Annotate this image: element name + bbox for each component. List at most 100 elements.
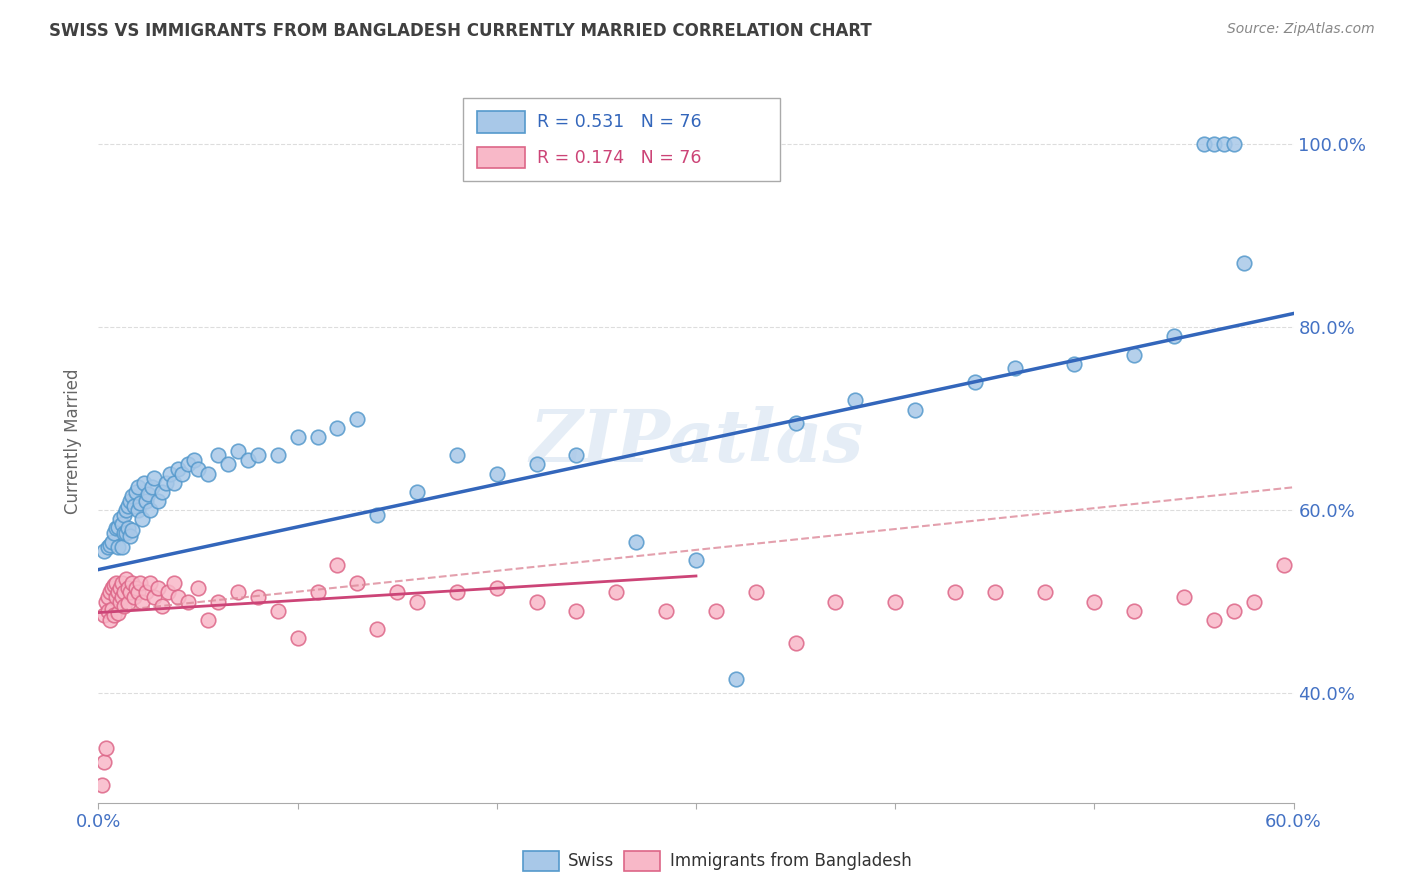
Point (207, 448, 229, 462)
Point (112, 585, 135, 599)
Point (167, 462, 190, 476)
FancyBboxPatch shape (624, 851, 661, 871)
Text: ZIPatlas: ZIPatlas (529, 406, 863, 477)
Point (366, 508, 388, 522)
Point (1243, 594, 1265, 608)
Point (112, 599, 135, 614)
Point (117, 521, 139, 535)
Point (485, 467, 508, 481)
Point (120, 585, 142, 599)
Point (884, 594, 907, 608)
Point (131, 512, 153, 526)
Point (167, 590, 190, 604)
Point (136, 486, 159, 500)
Point (785, 416, 807, 430)
Point (111, 576, 134, 591)
Point (226, 443, 249, 458)
Point (110, 581, 132, 595)
Point (120, 494, 142, 508)
Point (150, 599, 173, 614)
Point (326, 421, 349, 435)
Point (485, 581, 508, 595)
Text: Immigrants from Bangladesh: Immigrants from Bangladesh (669, 853, 911, 871)
Point (125, 484, 148, 499)
Point (111, 590, 134, 604)
Point (366, 622, 388, 636)
Point (98, 538, 122, 552)
Point (236, 453, 259, 467)
Point (1233, 256, 1256, 270)
Point (605, 585, 627, 599)
Point (1063, 357, 1085, 371)
Point (207, 594, 229, 608)
Point (406, 594, 429, 608)
Point (1123, 348, 1146, 362)
Point (1004, 361, 1026, 376)
Point (844, 393, 866, 408)
Point (124, 499, 146, 513)
Point (1212, 137, 1234, 152)
Point (163, 475, 186, 490)
Point (246, 590, 269, 604)
Point (135, 494, 157, 508)
Point (143, 590, 166, 604)
Point (1173, 590, 1195, 604)
Point (155, 475, 177, 490)
Point (385, 585, 409, 599)
Point (125, 581, 148, 595)
Point (121, 576, 143, 591)
Point (97, 590, 120, 604)
Point (96, 594, 118, 608)
Point (103, 526, 125, 541)
Point (139, 503, 162, 517)
Point (1272, 558, 1295, 572)
Point (626, 535, 648, 549)
Point (246, 448, 269, 462)
Point (120, 529, 142, 543)
Point (110, 512, 132, 526)
Point (287, 430, 309, 444)
FancyBboxPatch shape (477, 147, 524, 169)
Point (134, 475, 156, 490)
Point (98, 585, 122, 599)
Point (93, 544, 115, 558)
Point (135, 585, 157, 599)
Point (724, 673, 747, 687)
Point (163, 576, 186, 591)
Point (93, 608, 115, 623)
Point (97, 540, 120, 554)
Point (107, 585, 129, 599)
Point (326, 558, 349, 572)
Point (115, 572, 138, 586)
Point (101, 535, 124, 549)
Point (183, 453, 205, 467)
FancyBboxPatch shape (523, 851, 558, 871)
Point (406, 484, 429, 499)
Point (307, 585, 329, 599)
FancyBboxPatch shape (463, 98, 780, 181)
Point (112, 526, 135, 541)
Point (1223, 137, 1246, 152)
Point (267, 448, 290, 462)
Point (1163, 329, 1185, 343)
Point (121, 490, 143, 504)
Point (1223, 604, 1246, 618)
Point (124, 590, 146, 604)
Point (148, 581, 170, 595)
Point (91, 777, 114, 791)
Point (197, 613, 219, 627)
Point (187, 462, 209, 476)
Point (98, 613, 122, 627)
Point (526, 594, 548, 608)
Point (107, 540, 129, 554)
Point (346, 576, 368, 591)
Point (101, 581, 124, 595)
Point (287, 631, 309, 645)
Point (1202, 137, 1225, 152)
Point (117, 596, 139, 610)
Point (197, 467, 219, 481)
Point (141, 480, 163, 494)
Text: SWISS VS IMMIGRANTS FROM BANGLADESH CURRENTLY MARRIED CORRELATION CHART: SWISS VS IMMIGRANTS FROM BANGLADESH CURR… (49, 22, 872, 40)
Point (143, 471, 166, 485)
Point (1083, 594, 1105, 608)
